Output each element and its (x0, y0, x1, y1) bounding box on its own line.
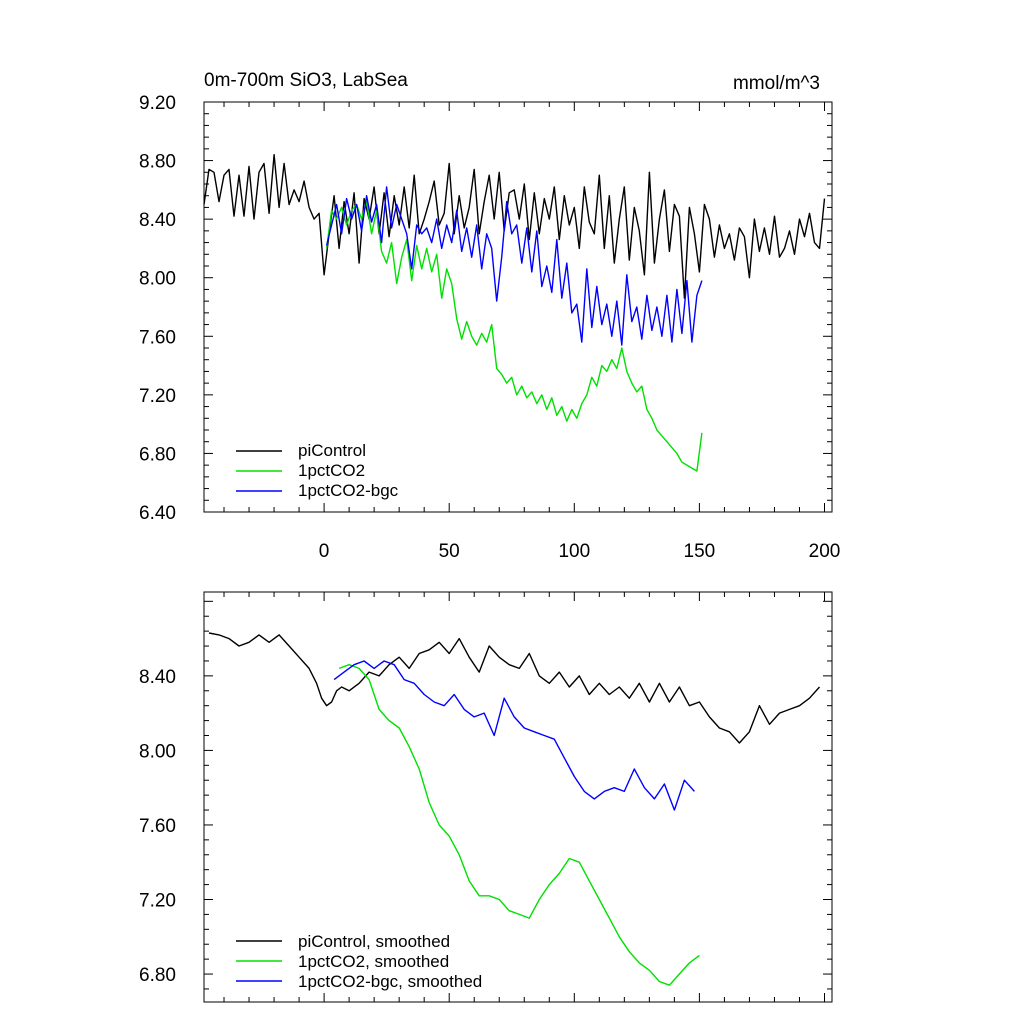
top-panel: 0m-700m SiO3, LabSea mmol/m^3 6.40 6.80 7.… (139, 70, 840, 562)
top-series-1pctco2 (325, 200, 703, 472)
top-y-tick-label: 8.40 (139, 210, 176, 231)
legend-label-1pctco2-bgc: 1pctCO2-bgc (298, 481, 399, 500)
top-tick-marks (204, 101, 832, 513)
bottom-y-tick-labels: 6.80 7.20 7.60 8.00 8.40 (139, 667, 176, 986)
top-y-tick-label: 7.20 (139, 386, 176, 407)
bottom-y-tick-label: 8.00 (139, 741, 176, 762)
legend-label-picontrol-smoothed: piControl, smoothed (298, 932, 450, 951)
top-y-tick-label: 8.00 (139, 269, 176, 290)
legend-label-1pctco2-bgc-smoothed: 1pctCO2-bgc, smoothed (298, 972, 482, 991)
bottom-plot-frame (203, 591, 833, 1003)
bottom-y-tick-label: 8.40 (139, 667, 176, 688)
top-series-1pctco2-bgc (325, 186, 703, 346)
top-x-tick-label: 0 (319, 541, 330, 562)
bottom-series-1pctco2-smoothed (338, 664, 700, 986)
legend-label-1pctco2: 1pctCO2 (298, 461, 365, 480)
top-y-tick-label: 9.20 (139, 93, 176, 114)
top-y-tick-labels: 6.40 6.80 7.20 7.60 8.00 8.40 8.80 9.20 (139, 93, 176, 524)
top-x-tick-label: 150 (684, 541, 716, 562)
legend-label-picontrol: piControl (298, 441, 366, 460)
top-x-tick-label: 100 (558, 541, 590, 562)
top-title-right: mmol/m^3 (733, 73, 820, 94)
legend-label-1pctco2-smoothed: 1pctCO2, smoothed (298, 952, 449, 971)
top-y-tick-label: 6.80 (139, 444, 176, 465)
top-y-tick-label: 8.80 (139, 152, 176, 173)
bottom-y-tick-label: 7.60 (139, 816, 176, 837)
bottom-series-1pctco2-bgc-smoothed (333, 660, 695, 811)
top-title-left: 0m-700m SiO3, LabSea (204, 70, 408, 91)
bottom-y-tick-label: 6.80 (139, 965, 176, 986)
top-x-tick-label: 50 (439, 541, 460, 562)
bottom-series-group (208, 632, 821, 986)
top-y-tick-label: 7.60 (139, 327, 176, 348)
bottom-panel: 6.80 7.20 7.60 8.00 8.40 piControl, smoothed… (139, 591, 833, 1003)
bottom-y-tick-label: 7.20 (139, 891, 176, 912)
top-series-picontrol (203, 153, 826, 299)
top-series-group (203, 153, 826, 472)
top-legend: piControl 1pctCO2 1pctCO2-bgc (236, 441, 399, 500)
top-x-tick-label: 200 (809, 541, 841, 562)
bottom-legend: piControl, smoothed 1pctCO2, smoothed 1p… (236, 932, 482, 991)
top-y-tick-label: 6.40 (139, 503, 176, 524)
top-x-tick-labels: 0 50 100 150 200 (319, 541, 841, 562)
bottom-series-picontrol-smoothed (208, 632, 821, 744)
top-plot-frame (203, 101, 833, 513)
bottom-tick-marks (204, 592, 832, 1002)
